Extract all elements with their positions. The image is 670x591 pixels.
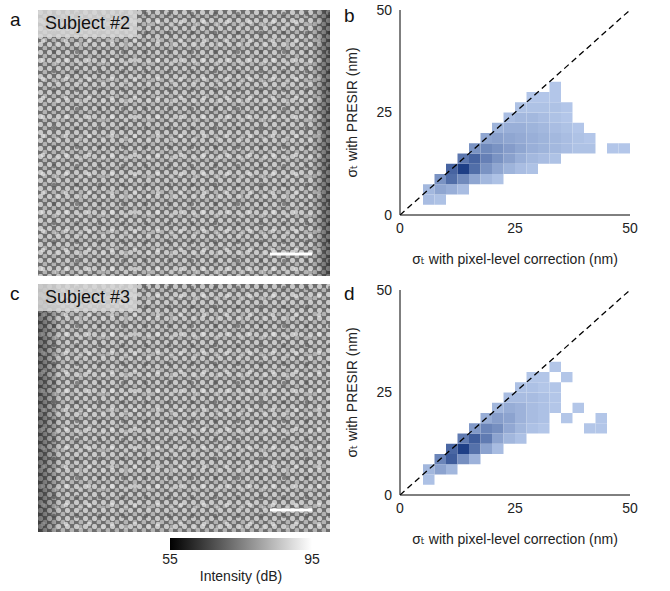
html-text:d: d: [344, 283, 355, 304]
svg-text:50: 50: [622, 500, 638, 516]
svg-text:0: 0: [396, 500, 404, 516]
svg-text:0: 0: [396, 220, 404, 236]
html-text:95: 95: [304, 551, 320, 567]
svg-text:0: 0: [384, 207, 392, 223]
svg-text:25: 25: [376, 104, 392, 120]
svg-text:25: 25: [376, 384, 392, 400]
svg-text:σₜ with pixel-level correction: σₜ with pixel-level correction (nm): [412, 251, 618, 267]
svg-text:σₜ with PRESIR (nm): σₜ with PRESIR (nm): [344, 327, 360, 457]
svg-text:50: 50: [376, 2, 392, 18]
html-text:55: 55: [162, 551, 178, 567]
html-text:c: c: [10, 283, 20, 304]
html-text:Subject #3: Subject #3: [45, 287, 131, 307]
html-text:Subject #2: Subject #2: [45, 13, 131, 33]
svg-text:σₜ with pixel-level correction: σₜ with pixel-level correction (nm): [412, 531, 618, 547]
svg-text:50: 50: [376, 282, 392, 298]
html-text:Intensity (dB): Intensity (dB): [199, 568, 283, 584]
svg-text:50: 50: [622, 220, 638, 236]
svg-text:25: 25: [507, 220, 523, 236]
html-text:a: a: [10, 9, 21, 30]
svg-text:σₜ with PRESIR (nm): σₜ with PRESIR (nm): [344, 47, 360, 177]
svg-text:0: 0: [384, 487, 392, 503]
svg-text:25: 25: [507, 500, 523, 516]
html-text:b: b: [344, 5, 355, 26]
